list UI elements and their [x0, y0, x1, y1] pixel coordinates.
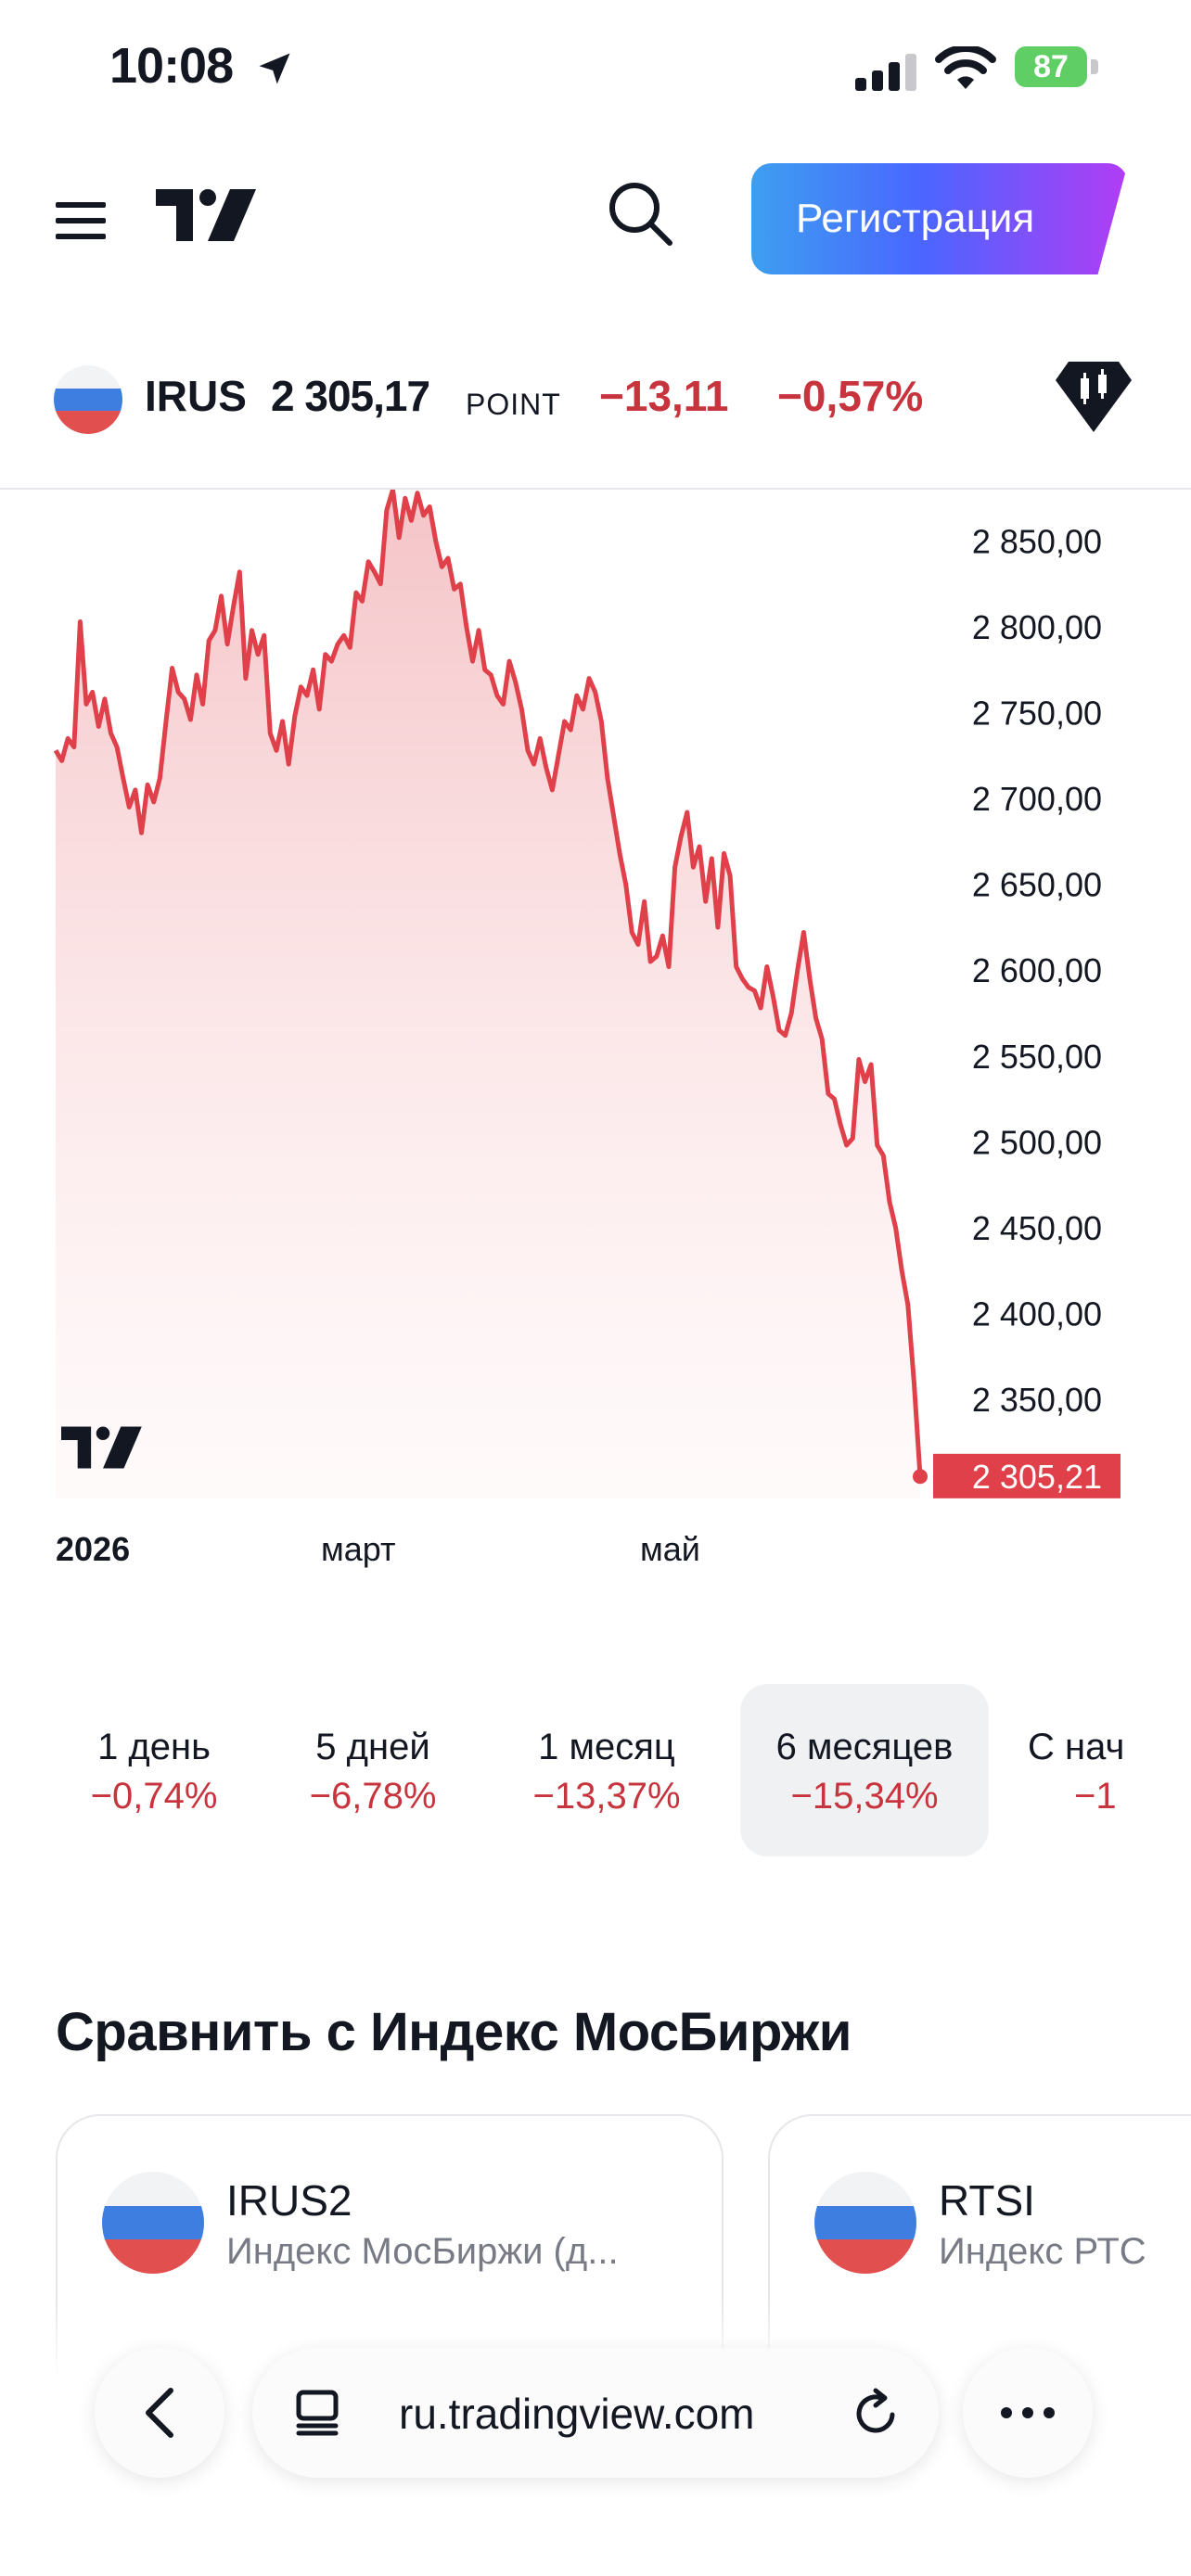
y-tick-label: 2 850,00: [972, 523, 1102, 561]
tradingview-logo[interactable]: [156, 189, 260, 241]
symbol-price: 2 305,17: [271, 372, 430, 420]
symbol-unit: POINT: [466, 388, 561, 421]
symbol-name: IRUS: [145, 372, 247, 420]
battery-level: 87: [1033, 48, 1069, 84]
chart-area-fill: [56, 490, 920, 1498]
location-arrow-icon: [259, 53, 290, 84]
period-value: −6,78%: [309, 1776, 437, 1817]
compare-title: Сравнить с Индекс МосБиржи: [56, 2002, 852, 2062]
period-label: 6 месяцев: [775, 1727, 954, 1767]
reload-icon[interactable]: [850, 2387, 902, 2439]
compare-card-rtsi[interactable]: RTSI Индекс РТС: [768, 2114, 1191, 2411]
chart-last-point: [913, 1469, 928, 1485]
url-text: ru.tradingview.com: [399, 2390, 755, 2438]
last-price-tag: [933, 1453, 1121, 1498]
y-tick-label: 2 650,00: [972, 866, 1102, 904]
card-title: RTSI: [939, 2176, 1035, 2225]
period-6m[interactable]: 6 месяцев −15,34%: [740, 1684, 989, 1856]
period-ytd[interactable]: С нач −1: [1028, 1684, 1191, 1856]
chart-series-line: [53, 490, 923, 1477]
hamburger-icon[interactable]: [56, 202, 106, 239]
period-1d[interactable]: 1 день −0,74%: [56, 1684, 252, 1856]
header-divider: [0, 488, 1191, 490]
russia-flag-icon: [814, 2172, 916, 2274]
y-tick-label: 2 450,00: [972, 1209, 1102, 1247]
card-title: IRUS2: [226, 2176, 352, 2225]
wifi-icon: [935, 46, 996, 89]
period-value: −13,37%: [532, 1776, 681, 1817]
y-tick-label: 2 750,00: [972, 695, 1102, 733]
period-5d[interactable]: 5 дней −6,78%: [275, 1684, 471, 1856]
period-label: 5 дней: [315, 1727, 430, 1767]
back-icon: [146, 2388, 173, 2438]
russia-flag-icon: [54, 365, 122, 434]
tabs-icon[interactable]: [295, 2389, 343, 2437]
y-tick-label: 2 550,00: [972, 1038, 1102, 1076]
y-tick-label: 2 800,00: [972, 608, 1102, 646]
search-icon[interactable]: [607, 180, 675, 249]
period-label: 1 день: [97, 1727, 211, 1767]
x-tick-label: 2026: [56, 1530, 131, 1568]
period-label: 1 месяц: [538, 1727, 675, 1767]
register-button[interactable]: Регистрация: [751, 163, 1128, 274]
address-bar[interactable]: ru.tradingview.com: [252, 2348, 939, 2478]
symbol-change-percent: −0,57%: [777, 372, 924, 420]
period-value: −0,74%: [90, 1776, 218, 1817]
more-button[interactable]: [963, 2348, 1093, 2478]
back-button[interactable]: [95, 2348, 224, 2478]
y-tick-label: 2 400,00: [972, 1294, 1102, 1333]
diamond-icon[interactable]: [1056, 362, 1132, 432]
x-tick-label: май: [640, 1530, 700, 1568]
battery-indicator: 87: [1015, 46, 1087, 87]
symbol-change: −13,11: [599, 372, 729, 420]
y-tick-label: 2 700,00: [972, 780, 1102, 818]
y-tick-label: 2 350,00: [972, 1381, 1102, 1419]
chart-watermark-logo: [61, 1426, 142, 1469]
status-time: 10:08: [109, 38, 234, 94]
x-tick-label: март: [321, 1530, 396, 1568]
battery-tip: [1091, 59, 1098, 74]
signal-icon: [855, 54, 916, 91]
card-subtitle: Индекс РТС: [939, 2231, 1146, 2272]
y-tick-label: 2 600,00: [972, 951, 1102, 989]
period-label: С нач: [1028, 1727, 1125, 1767]
russia-flag-icon: [102, 2172, 204, 2274]
price-chart[interactable]: 2 850,00 2 800,00 2 750,00 2 700,00 2 650,00…: [0, 490, 1191, 1519]
card-subtitle: Индекс МосБиржи (д...: [226, 2231, 619, 2272]
y-tick-label: 2 500,00: [972, 1123, 1102, 1161]
period-1m[interactable]: 1 месяц −13,37%: [492, 1684, 722, 1856]
last-price-label: 2 305,21: [972, 1458, 1102, 1496]
period-value: −1: [1074, 1776, 1117, 1817]
more-icon: [1001, 2407, 1055, 2418]
period-value: −15,34%: [790, 1776, 939, 1817]
